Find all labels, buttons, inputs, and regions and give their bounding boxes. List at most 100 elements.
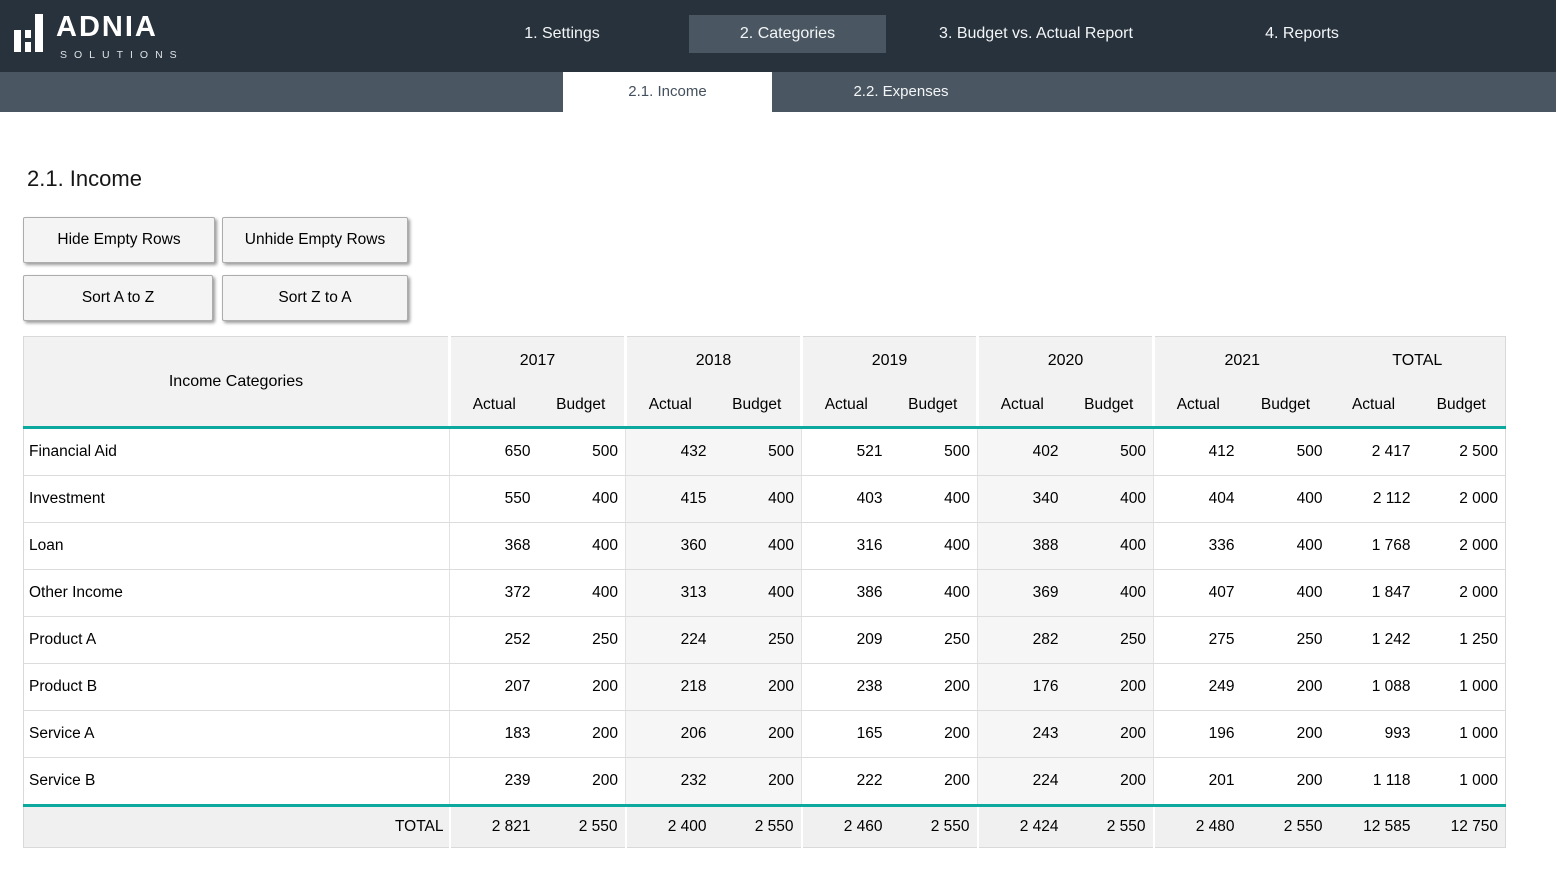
value-cell[interactable]: 222: [801, 757, 890, 807]
value-cell[interactable]: 243: [977, 710, 1066, 758]
value-cell[interactable]: 200: [889, 757, 978, 807]
value-cell[interactable]: 200: [713, 710, 802, 758]
value-cell[interactable]: 200: [713, 757, 802, 807]
value-cell[interactable]: 313: [625, 569, 714, 617]
value-cell[interactable]: 400: [537, 475, 626, 523]
value-cell[interactable]: 200: [889, 663, 978, 711]
value-cell[interactable]: 500: [713, 427, 802, 476]
total-value-cell[interactable]: 2 400: [624, 805, 714, 848]
nav-tab-settings[interactable]: 1. Settings: [524, 25, 600, 42]
total-value-cell[interactable]: 2 424: [976, 805, 1066, 848]
total-value-cell[interactable]: 2 550: [1065, 805, 1154, 848]
value-cell[interactable]: 1 000: [1417, 757, 1506, 807]
value-cell[interactable]: 218: [625, 663, 714, 711]
value-cell[interactable]: 1 768: [1329, 522, 1418, 570]
sort-a-to-z-button[interactable]: Sort A to Z: [23, 275, 213, 321]
value-cell[interactable]: 400: [1065, 522, 1154, 570]
value-cell[interactable]: 368: [449, 522, 538, 570]
value-cell[interactable]: 372: [449, 569, 538, 617]
value-cell[interactable]: 2 417: [1329, 427, 1418, 476]
value-cell[interactable]: 232: [625, 757, 714, 807]
value-cell[interactable]: 238: [801, 663, 890, 711]
value-cell[interactable]: 200: [1241, 757, 1330, 807]
value-cell[interactable]: 400: [1241, 569, 1330, 617]
nav-tab-categories[interactable]: 2. Categories: [689, 15, 886, 53]
value-cell[interactable]: 316: [801, 522, 890, 570]
value-cell[interactable]: 200: [1065, 757, 1154, 807]
total-value-cell[interactable]: 12 750: [1417, 805, 1506, 848]
value-cell[interactable]: 415: [625, 475, 714, 523]
subtab-expenses[interactable]: 2.2. Expenses: [853, 83, 949, 100]
value-cell[interactable]: 400: [889, 569, 978, 617]
value-cell[interactable]: 200: [537, 663, 626, 711]
category-cell[interactable]: Product B: [23, 663, 450, 711]
value-cell[interactable]: 369: [977, 569, 1066, 617]
value-cell[interactable]: 224: [977, 757, 1066, 807]
value-cell[interactable]: 550: [449, 475, 538, 523]
value-cell[interactable]: 400: [713, 522, 802, 570]
value-cell[interactable]: 360: [625, 522, 714, 570]
total-value-cell[interactable]: 2 550: [537, 805, 626, 848]
value-cell[interactable]: 250: [713, 616, 802, 664]
nav-tab-reports[interactable]: 4. Reports: [1265, 25, 1339, 42]
value-cell[interactable]: 386: [801, 569, 890, 617]
value-cell[interactable]: 200: [1065, 663, 1154, 711]
total-value-cell[interactable]: 2 550: [889, 805, 978, 848]
value-cell[interactable]: 1 000: [1417, 663, 1506, 711]
value-cell[interactable]: 250: [1065, 616, 1154, 664]
value-cell[interactable]: 400: [1065, 569, 1154, 617]
value-cell[interactable]: 1 847: [1329, 569, 1418, 617]
value-cell[interactable]: 224: [625, 616, 714, 664]
value-cell[interactable]: 200: [713, 663, 802, 711]
category-cell[interactable]: Loan: [23, 522, 450, 570]
value-cell[interactable]: 388: [977, 522, 1066, 570]
value-cell[interactable]: 200: [537, 757, 626, 807]
total-value-cell[interactable]: 2 821: [448, 805, 538, 848]
value-cell[interactable]: 400: [1241, 475, 1330, 523]
value-cell[interactable]: 249: [1153, 663, 1242, 711]
total-value-cell[interactable]: 2 480: [1152, 805, 1242, 848]
value-cell[interactable]: 340: [977, 475, 1066, 523]
value-cell[interactable]: 252: [449, 616, 538, 664]
value-cell[interactable]: 2 000: [1417, 522, 1506, 570]
value-cell[interactable]: 2 000: [1417, 569, 1506, 617]
value-cell[interactable]: 500: [537, 427, 626, 476]
value-cell[interactable]: 400: [1241, 522, 1330, 570]
value-cell[interactable]: 404: [1153, 475, 1242, 523]
value-cell[interactable]: 1 000: [1417, 710, 1506, 758]
value-cell[interactable]: 209: [801, 616, 890, 664]
value-cell[interactable]: 400: [889, 522, 978, 570]
value-cell[interactable]: 200: [1241, 663, 1330, 711]
category-cell[interactable]: Investment: [23, 475, 450, 523]
value-cell[interactable]: 1 088: [1329, 663, 1418, 711]
value-cell[interactable]: 1 250: [1417, 616, 1506, 664]
value-cell[interactable]: 2 000: [1417, 475, 1506, 523]
value-cell[interactable]: 500: [1241, 427, 1330, 476]
category-cell[interactable]: Other Income: [23, 569, 450, 617]
value-cell[interactable]: 650: [449, 427, 538, 476]
value-cell[interactable]: 400: [713, 475, 802, 523]
value-cell[interactable]: 200: [1065, 710, 1154, 758]
value-cell[interactable]: 412: [1153, 427, 1242, 476]
value-cell[interactable]: 207: [449, 663, 538, 711]
value-cell[interactable]: 1 242: [1329, 616, 1418, 664]
value-cell[interactable]: 500: [1065, 427, 1154, 476]
value-cell[interactable]: 2 500: [1417, 427, 1506, 476]
value-cell[interactable]: 183: [449, 710, 538, 758]
value-cell[interactable]: 400: [713, 569, 802, 617]
category-cell[interactable]: Product A: [23, 616, 450, 664]
value-cell[interactable]: 275: [1153, 616, 1242, 664]
total-value-cell[interactable]: 2 550: [713, 805, 802, 848]
value-cell[interactable]: 176: [977, 663, 1066, 711]
value-cell[interactable]: 201: [1153, 757, 1242, 807]
nav-tab-budget-vs-actual[interactable]: 3. Budget vs. Actual Report: [939, 25, 1133, 42]
total-value-cell[interactable]: 2 550: [1241, 805, 1330, 848]
category-cell[interactable]: Service A: [23, 710, 450, 758]
value-cell[interactable]: 400: [537, 522, 626, 570]
value-cell[interactable]: 403: [801, 475, 890, 523]
value-cell[interactable]: 206: [625, 710, 714, 758]
unhide-empty-rows-button[interactable]: Unhide Empty Rows: [222, 217, 408, 263]
value-cell[interactable]: 400: [1065, 475, 1154, 523]
value-cell[interactable]: 500: [889, 427, 978, 476]
value-cell[interactable]: 432: [625, 427, 714, 476]
